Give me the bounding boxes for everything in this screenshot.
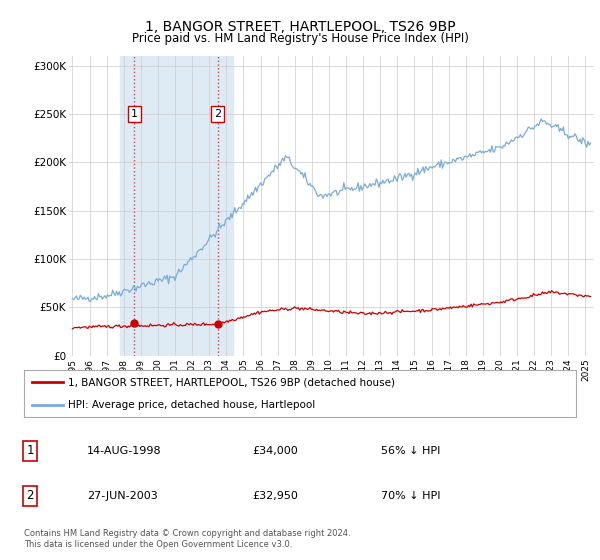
Text: Contains HM Land Registry data © Crown copyright and database right 2024.
This d: Contains HM Land Registry data © Crown c… [24,529,350,549]
Text: 1, BANGOR STREET, HARTLEPOOL, TS26 9BP (detached house): 1, BANGOR STREET, HARTLEPOOL, TS26 9BP (… [68,377,395,388]
Text: 1: 1 [131,109,138,119]
Bar [121,56,233,356]
Text: Price paid vs. HM Land Registry's House Price Index (HPI): Price paid vs. HM Land Registry's House … [131,32,469,45]
Text: £34,000: £34,000 [252,446,298,456]
Text: 1, BANGOR STREET, HARTLEPOOL, TS26 9BP: 1, BANGOR STREET, HARTLEPOOL, TS26 9BP [145,20,455,34]
Text: 2: 2 [26,489,34,502]
Text: 56% ↓ HPI: 56% ↓ HPI [381,446,440,456]
Text: 70% ↓ HPI: 70% ↓ HPI [381,491,440,501]
Text: 27-JUN-2003: 27-JUN-2003 [87,491,158,501]
Text: HPI: Average price, detached house, Hartlepool: HPI: Average price, detached house, Hart… [68,400,316,410]
Text: 1: 1 [26,444,34,458]
Text: 2: 2 [214,109,221,119]
Text: £32,950: £32,950 [252,491,298,501]
Text: 14-AUG-1998: 14-AUG-1998 [87,446,161,456]
